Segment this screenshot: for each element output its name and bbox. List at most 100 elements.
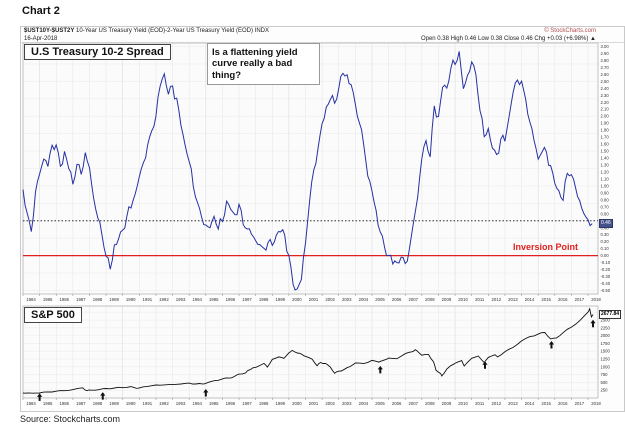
- chart-header: $UST10Y-$UST2Y 10-Year US Treasury Yield…: [24, 28, 269, 34]
- svg-text:1500: 1500: [601, 349, 611, 354]
- x-axis-labels: 1984 1985 1986 1987 1988 1989 1990 1991 1992 1993…: [22, 398, 601, 406]
- svg-text:1994: 1994: [192, 297, 202, 302]
- sp500-last-value-badge: 2677.84: [599, 310, 622, 319]
- svg-text:1990: 1990: [126, 401, 136, 406]
- svg-text:1999: 1999: [275, 401, 285, 406]
- svg-text:2007: 2007: [408, 297, 418, 302]
- sp500-panel: [22, 305, 599, 399]
- svg-text:2.50: 2.50: [601, 79, 610, 84]
- svg-text:-0.50: -0.50: [601, 288, 611, 293]
- svg-text:2250: 2250: [601, 325, 611, 330]
- svg-text:0.30: 0.30: [601, 232, 610, 237]
- svg-text:1998: 1998: [259, 297, 269, 302]
- sp500-y-axis-labels: 2500 2250 2000 1750 1500 1250 1000 750 500 250: [601, 318, 611, 393]
- svg-text:0.00: 0.00: [601, 253, 610, 258]
- svg-text:2013: 2013: [508, 297, 518, 302]
- svg-text:2016: 2016: [558, 401, 568, 406]
- svg-text:1994: 1994: [192, 401, 202, 406]
- svg-text:2.10: 2.10: [601, 107, 610, 112]
- svg-text:1988: 1988: [93, 401, 103, 406]
- svg-text:1984: 1984: [26, 401, 36, 406]
- svg-text:1984: 1984: [26, 297, 36, 302]
- svg-text:2.30: 2.30: [601, 93, 610, 98]
- svg-text:2004: 2004: [359, 401, 369, 406]
- svg-text:1992: 1992: [159, 297, 169, 302]
- svg-text:2008: 2008: [425, 401, 435, 406]
- spread-panel: [22, 42, 599, 295]
- svg-text:3.00: 3.00: [601, 44, 610, 49]
- svg-text:2014: 2014: [525, 401, 535, 406]
- svg-text:2.60: 2.60: [601, 72, 610, 77]
- svg-text:2013: 2013: [508, 401, 518, 406]
- svg-text:2500: 2500: [601, 318, 611, 323]
- svg-text:1995: 1995: [209, 401, 219, 406]
- svg-text:2002: 2002: [325, 297, 335, 302]
- svg-text:2009: 2009: [442, 401, 452, 406]
- svg-text:1993: 1993: [176, 401, 186, 406]
- svg-text:-0.40: -0.40: [601, 281, 611, 286]
- svg-text:2005: 2005: [375, 297, 385, 302]
- svg-text:2015: 2015: [541, 401, 551, 406]
- svg-text:1988: 1988: [93, 297, 103, 302]
- svg-text:1000: 1000: [601, 364, 611, 369]
- svg-text:2000: 2000: [601, 333, 611, 338]
- svg-text:2017: 2017: [575, 401, 585, 406]
- svg-text:1986: 1986: [59, 297, 69, 302]
- svg-text:1985: 1985: [43, 401, 53, 406]
- svg-text:2006: 2006: [392, 297, 402, 302]
- svg-text:2003: 2003: [342, 297, 352, 302]
- svg-text:1.20: 1.20: [601, 169, 610, 174]
- svg-text:2.70: 2.70: [601, 65, 610, 70]
- svg-text:750: 750: [601, 372, 609, 377]
- svg-text:1.00: 1.00: [601, 183, 610, 188]
- svg-text:2017: 2017: [575, 297, 585, 302]
- svg-text:1.80: 1.80: [601, 128, 610, 133]
- svg-text:2012: 2012: [492, 297, 502, 302]
- svg-text:1991: 1991: [143, 401, 153, 406]
- svg-text:1987: 1987: [76, 297, 86, 302]
- spread-y-axis-labels: 3.00 2.90 2.80 2.70 2.60 2.50 2.40 2.30 2.20 2.10…: [601, 44, 611, 293]
- chart-date: 16-Apr-2018: [24, 35, 58, 42]
- svg-text:1987: 1987: [76, 401, 86, 406]
- svg-text:0.20: 0.20: [601, 239, 610, 244]
- svg-text:0.70: 0.70: [601, 204, 610, 209]
- svg-text:1.40: 1.40: [601, 156, 610, 161]
- svg-text:2003: 2003: [342, 401, 352, 406]
- svg-text:2005: 2005: [375, 401, 385, 406]
- svg-text:2002: 2002: [325, 401, 335, 406]
- svg-text:2010: 2010: [458, 297, 468, 302]
- svg-text:1995: 1995: [209, 297, 219, 302]
- svg-text:2011: 2011: [475, 297, 485, 302]
- svg-text:-0.30: -0.30: [601, 274, 611, 279]
- svg-text:1997: 1997: [242, 401, 252, 406]
- stockcharts-watermark: © StockCharts.com: [544, 28, 596, 34]
- svg-text:2001: 2001: [309, 297, 319, 302]
- spread-line: [22, 51, 593, 291]
- ohlc-quote: Open 0.38 High 0.46 Low 0.38 Close 0.46 …: [420, 35, 596, 42]
- svg-text:-0.20: -0.20: [601, 267, 611, 272]
- svg-text:2.00: 2.00: [601, 114, 610, 119]
- page-title: Chart 2: [22, 5, 60, 17]
- svg-text:0.80: 0.80: [601, 197, 610, 202]
- svg-text:1.70: 1.70: [601, 135, 610, 140]
- svg-text:2008: 2008: [425, 297, 435, 302]
- svg-text:2001: 2001: [309, 401, 319, 406]
- x-axis-labels: 1984 1985 1986 1987 1988 1989 1990 1991 1992 1993…: [22, 294, 601, 302]
- chart-canvas: 1984 1985 1986 1987 1988 1989 1990 1991 1992 1993…: [21, 42, 624, 406]
- svg-text:2.20: 2.20: [601, 100, 610, 105]
- svg-text:2018: 2018: [591, 297, 601, 302]
- svg-text:1986: 1986: [59, 401, 69, 406]
- source-caption: Source: Stockcharts.com: [20, 414, 121, 424]
- svg-text:1999: 1999: [275, 297, 285, 302]
- svg-text:1.50: 1.50: [601, 149, 610, 154]
- svg-text:-0.10: -0.10: [601, 260, 611, 265]
- svg-text:1750: 1750: [601, 341, 611, 346]
- svg-text:1989: 1989: [109, 401, 119, 406]
- svg-text:1992: 1992: [159, 401, 169, 406]
- ticker-description: 10-Year US Treasury Yield (EOD)-2-Year U…: [76, 28, 269, 34]
- svg-text:2.90: 2.90: [601, 51, 610, 56]
- svg-text:2009: 2009: [442, 297, 452, 302]
- svg-text:500: 500: [601, 380, 609, 385]
- svg-text:2011: 2011: [475, 401, 485, 406]
- svg-text:1996: 1996: [226, 401, 236, 406]
